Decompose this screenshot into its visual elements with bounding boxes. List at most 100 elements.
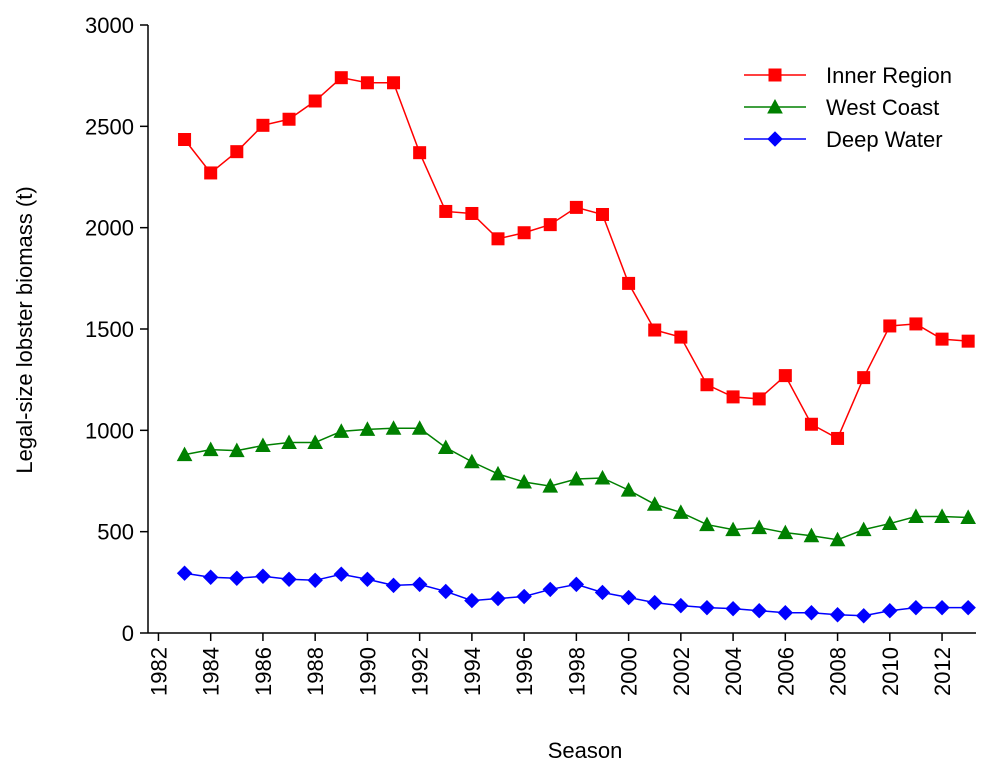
data-point xyxy=(307,572,323,589)
legend-item: Inner Region xyxy=(744,63,952,88)
data-point xyxy=(803,605,820,621)
data-point xyxy=(464,453,480,469)
data-point xyxy=(543,218,557,232)
data-point xyxy=(360,76,374,90)
data-point xyxy=(490,465,506,481)
data-point xyxy=(829,607,846,623)
data-point xyxy=(230,145,244,159)
data-point xyxy=(673,597,689,614)
data-point xyxy=(908,599,924,616)
data-point xyxy=(281,571,297,588)
x-tick-label: 2004 xyxy=(721,647,746,696)
data-point xyxy=(281,434,297,449)
data-point xyxy=(385,577,402,594)
x-tick-label: 2010 xyxy=(878,647,903,696)
data-point xyxy=(516,588,532,605)
data-point xyxy=(333,423,350,438)
data-point xyxy=(438,583,454,600)
x-tick-label: 1982 xyxy=(146,647,171,696)
data-point xyxy=(359,421,376,436)
data-point xyxy=(568,470,585,486)
data-point xyxy=(699,599,715,616)
x-axis-label: Season xyxy=(548,738,623,763)
data-point xyxy=(594,584,611,601)
data-point xyxy=(568,576,585,593)
data-point xyxy=(334,71,348,85)
data-point xyxy=(857,371,871,385)
data-point xyxy=(777,605,794,621)
data-point xyxy=(751,519,768,535)
data-point xyxy=(517,226,531,240)
data-point xyxy=(674,330,688,344)
data-point xyxy=(439,204,453,218)
data-point xyxy=(647,594,663,611)
x-tick-label: 2008 xyxy=(826,647,851,696)
x-tick-label: 1994 xyxy=(460,647,485,696)
data-point xyxy=(202,569,219,585)
data-point xyxy=(804,417,818,431)
x-tick-label: 1984 xyxy=(199,647,224,696)
data-point xyxy=(935,332,949,346)
data-point xyxy=(700,378,714,392)
y-tick-label: 2000 xyxy=(85,216,134,241)
legend-label: Deep Water xyxy=(826,127,943,152)
data-point xyxy=(256,118,270,132)
data-point xyxy=(411,420,428,435)
data-point xyxy=(255,568,271,584)
data-point xyxy=(229,570,245,586)
data-point xyxy=(934,508,950,523)
data-point xyxy=(751,602,767,619)
data-point xyxy=(882,602,898,619)
y-tick-label: 1500 xyxy=(85,317,134,342)
data-point xyxy=(934,599,950,616)
data-point xyxy=(228,442,245,458)
data-point xyxy=(960,599,976,616)
data-point xyxy=(413,146,427,160)
data-point xyxy=(307,434,324,449)
data-point xyxy=(881,515,898,531)
data-point xyxy=(909,317,923,331)
data-point xyxy=(778,369,792,383)
x-tick-label: 2006 xyxy=(773,647,798,696)
data-point xyxy=(411,576,428,593)
data-point xyxy=(725,521,741,537)
data-point xyxy=(464,592,480,609)
x-tick-label: 2002 xyxy=(669,647,694,696)
x-tick-label: 1996 xyxy=(512,647,537,696)
data-point xyxy=(726,390,740,404)
data-point xyxy=(542,581,558,598)
data-point xyxy=(387,76,401,90)
data-point xyxy=(491,232,505,246)
y-tick-label: 1000 xyxy=(85,418,134,443)
legend-marker xyxy=(768,68,782,82)
x-tick-label: 1988 xyxy=(303,647,328,696)
data-point xyxy=(803,527,820,543)
data-point xyxy=(385,420,402,435)
data-point xyxy=(883,319,897,333)
data-point xyxy=(646,496,663,511)
data-point xyxy=(282,112,296,126)
data-point xyxy=(960,509,977,524)
data-point xyxy=(255,437,271,453)
data-point xyxy=(204,166,218,180)
x-tick-label: 1986 xyxy=(251,647,276,696)
data-point xyxy=(490,590,506,607)
y-tick-label: 500 xyxy=(97,520,134,545)
data-point xyxy=(516,473,532,489)
data-point xyxy=(855,521,872,537)
data-point xyxy=(176,565,193,581)
legend-marker xyxy=(767,98,783,114)
y-tick-label: 2500 xyxy=(85,114,134,139)
x-tick-label: 1998 xyxy=(564,647,589,696)
legend-item: West Coast xyxy=(744,95,939,120)
data-point xyxy=(542,478,559,493)
data-point xyxy=(777,524,794,540)
data-point xyxy=(333,566,349,582)
data-point xyxy=(594,469,611,485)
x-tick-label: 1990 xyxy=(355,647,380,696)
x-tick-label: 1992 xyxy=(408,647,433,696)
data-point xyxy=(176,446,193,462)
data-point xyxy=(178,133,192,147)
data-point xyxy=(202,441,219,457)
